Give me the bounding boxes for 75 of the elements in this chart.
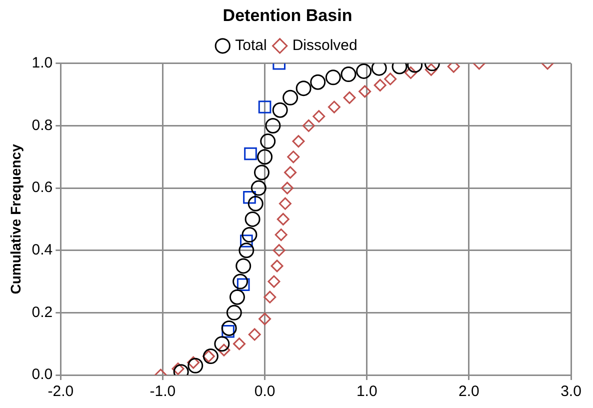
point [340, 66, 356, 82]
point [188, 358, 204, 374]
point [243, 190, 256, 204]
point [244, 147, 257, 160]
point [236, 278, 250, 292]
legend-label: Dissolved [292, 37, 358, 54]
point [287, 150, 300, 164]
point [257, 149, 273, 165]
point [356, 63, 372, 79]
point [447, 63, 460, 73]
y-tick-label: 0.8 [32, 116, 53, 134]
point [274, 228, 288, 242]
y-tick-label: 0.4 [32, 242, 53, 258]
point [233, 338, 246, 350]
point [278, 197, 292, 210]
point [214, 336, 230, 352]
point [238, 242, 254, 258]
x-tick-label: 2.0 [458, 383, 480, 400]
x-tick-label: -2.0 [48, 383, 74, 400]
point [242, 227, 258, 243]
point [358, 85, 372, 98]
point [310, 74, 326, 90]
point [272, 244, 286, 257]
point [302, 119, 315, 132]
y-tick-label: 0.0 [32, 366, 53, 384]
point [268, 275, 280, 288]
point [229, 289, 245, 305]
point [328, 100, 340, 114]
point [202, 350, 215, 363]
point [258, 100, 272, 114]
chart-title: Detention Basin [222, 6, 352, 25]
point [248, 196, 264, 212]
point [292, 135, 305, 148]
point [258, 312, 272, 326]
point [232, 274, 248, 290]
point [374, 78, 386, 92]
point [424, 63, 438, 76]
y-tick-label: 0.2 [32, 304, 53, 321]
x-tick-label: -1.0 [150, 383, 176, 400]
point [254, 164, 270, 180]
point [284, 166, 297, 179]
point [240, 234, 253, 248]
y-axis-title: Cumulative Frequency [7, 144, 24, 294]
y-tick-label: 0.6 [32, 179, 53, 196]
y-tick-label: 1.0 [32, 54, 53, 72]
point [172, 362, 184, 375]
point [276, 212, 290, 226]
point [236, 258, 252, 274]
point [282, 90, 298, 106]
point [312, 110, 326, 123]
point [187, 356, 200, 369]
legend-label: Total [235, 37, 267, 54]
point [280, 182, 294, 194]
point [248, 328, 261, 341]
point [325, 70, 341, 86]
point [404, 66, 417, 79]
point [272, 102, 288, 118]
point [218, 344, 230, 356]
point [371, 63, 387, 76]
point [202, 348, 218, 364]
point [264, 290, 276, 304]
point [265, 118, 281, 134]
point [221, 320, 237, 336]
x-tick-label: 3.0 [560, 383, 582, 400]
x-tick-label: 0.0 [254, 383, 276, 400]
point [296, 80, 312, 96]
point [222, 324, 234, 338]
point [250, 180, 266, 196]
point [260, 134, 276, 150]
x-tick-label: 1.0 [356, 383, 378, 400]
point [343, 91, 356, 104]
point [244, 211, 260, 227]
point [384, 72, 397, 86]
point [226, 304, 242, 320]
point [270, 260, 284, 272]
